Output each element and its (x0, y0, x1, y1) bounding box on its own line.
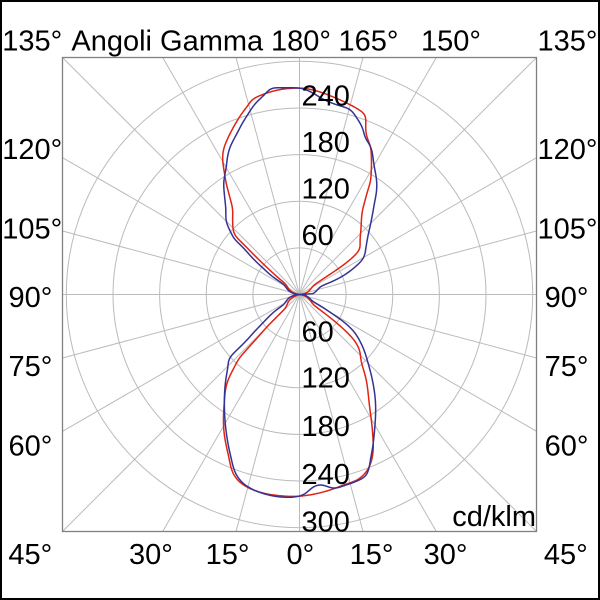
svg-text:135°: 135° (2, 25, 62, 57)
svg-text:45°: 45° (544, 539, 588, 571)
svg-text:15°: 15° (350, 539, 394, 571)
svg-text:105°: 105° (538, 213, 598, 245)
svg-text:240: 240 (302, 459, 350, 491)
svg-text:60°: 60° (8, 431, 52, 463)
svg-text:90°: 90° (545, 282, 589, 314)
svg-text:180: 180 (302, 411, 350, 443)
svg-text:120: 120 (302, 174, 350, 206)
svg-text:150°: 150° (421, 25, 481, 57)
svg-text:120°: 120° (2, 134, 62, 166)
svg-text:30°: 30° (424, 539, 468, 571)
svg-text:120: 120 (302, 363, 350, 395)
svg-text:75°: 75° (545, 351, 589, 383)
svg-text:240: 240 (302, 81, 350, 113)
svg-text:45°: 45° (8, 539, 52, 571)
svg-text:60: 60 (302, 317, 334, 349)
svg-text:165°: 165° (339, 25, 399, 57)
svg-text:30°: 30° (129, 539, 173, 571)
svg-text:300: 300 (302, 507, 350, 539)
svg-text:180: 180 (302, 127, 350, 159)
svg-text:135°: 135° (538, 25, 598, 57)
svg-text:180°: 180° (271, 25, 331, 57)
svg-text:90°: 90° (8, 282, 52, 314)
svg-text:60: 60 (302, 220, 334, 252)
svg-text:Angoli Gamma: Angoli Gamma (71, 25, 264, 57)
svg-text:75°: 75° (8, 351, 52, 383)
svg-text:15°: 15° (206, 539, 250, 571)
svg-text:60°: 60° (545, 431, 589, 463)
svg-text:105°: 105° (2, 213, 62, 245)
svg-text:0°: 0° (287, 539, 315, 571)
svg-text:120°: 120° (538, 134, 598, 166)
svg-text:cd/klm: cd/klm (452, 501, 536, 533)
